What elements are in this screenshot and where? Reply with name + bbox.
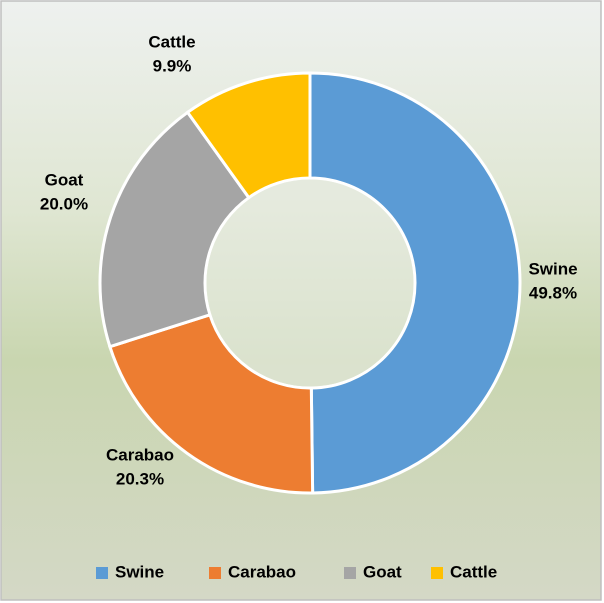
slice-value: 20.3% (116, 469, 164, 488)
slice-label: Goat (45, 170, 84, 189)
legend-swatch (344, 567, 356, 579)
legend-swatch (96, 567, 108, 579)
legend-swatch (431, 567, 443, 579)
donut-hole (207, 180, 414, 387)
legend-label: Cattle (450, 562, 497, 581)
chart: Swine 49.8% Carabao 20.3% Goat 20.0% Cattle 9.9… (0, 0, 604, 603)
slice-label: Swine (528, 259, 577, 278)
legend-label: Carabao (228, 562, 296, 581)
legend-label: Swine (115, 562, 164, 581)
donut (100, 73, 520, 493)
slice-value: 49.8% (529, 283, 577, 302)
slice-label: Cattle (148, 32, 195, 51)
legend-label: Goat (363, 562, 402, 581)
legend-swatch (209, 567, 221, 579)
slice-value: 20.0% (40, 194, 88, 213)
slice-value: 9.9% (153, 56, 192, 75)
page: Swine 49.8% Carabao 20.3% Goat 20.0% Cattle 9.9… (0, 0, 604, 603)
slice-label: Carabao (106, 445, 174, 464)
